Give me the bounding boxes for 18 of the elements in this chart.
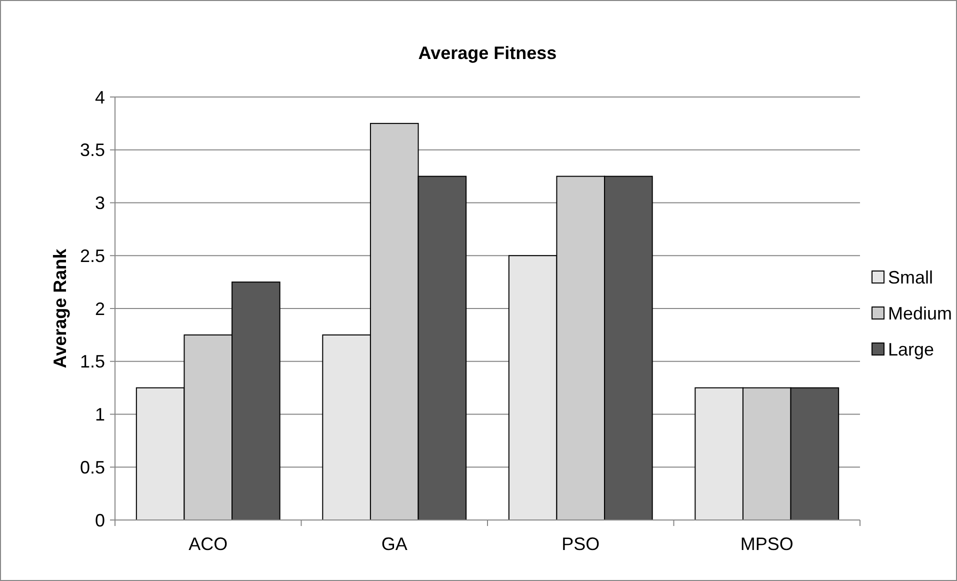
y-tick-label: 3: [94, 193, 105, 214]
x-tick-label: MPSO: [740, 534, 794, 554]
legend-label: Large: [888, 339, 934, 360]
y-axis-title: Average Rank: [50, 248, 70, 368]
y-tick-label: 3.5: [80, 140, 105, 160]
y-tick-label: 4: [94, 87, 105, 108]
legend-label: Small: [888, 267, 934, 288]
y-tick-label: 0: [94, 510, 105, 530]
y-tick-label: 2.5: [80, 246, 105, 266]
x-tick-label: GA: [381, 534, 408, 554]
x-tick-label: PSO: [562, 534, 600, 554]
x-tick-label: ACO: [188, 534, 228, 554]
legend-label: Medium: [888, 303, 952, 324]
y-tick-label: 2: [94, 298, 105, 319]
chart-title: Average Fitness: [418, 43, 557, 63]
y-tick-label: 1: [94, 404, 105, 425]
y-tick-label: 0.5: [80, 457, 105, 478]
y-tick-label: 1.5: [80, 352, 105, 372]
